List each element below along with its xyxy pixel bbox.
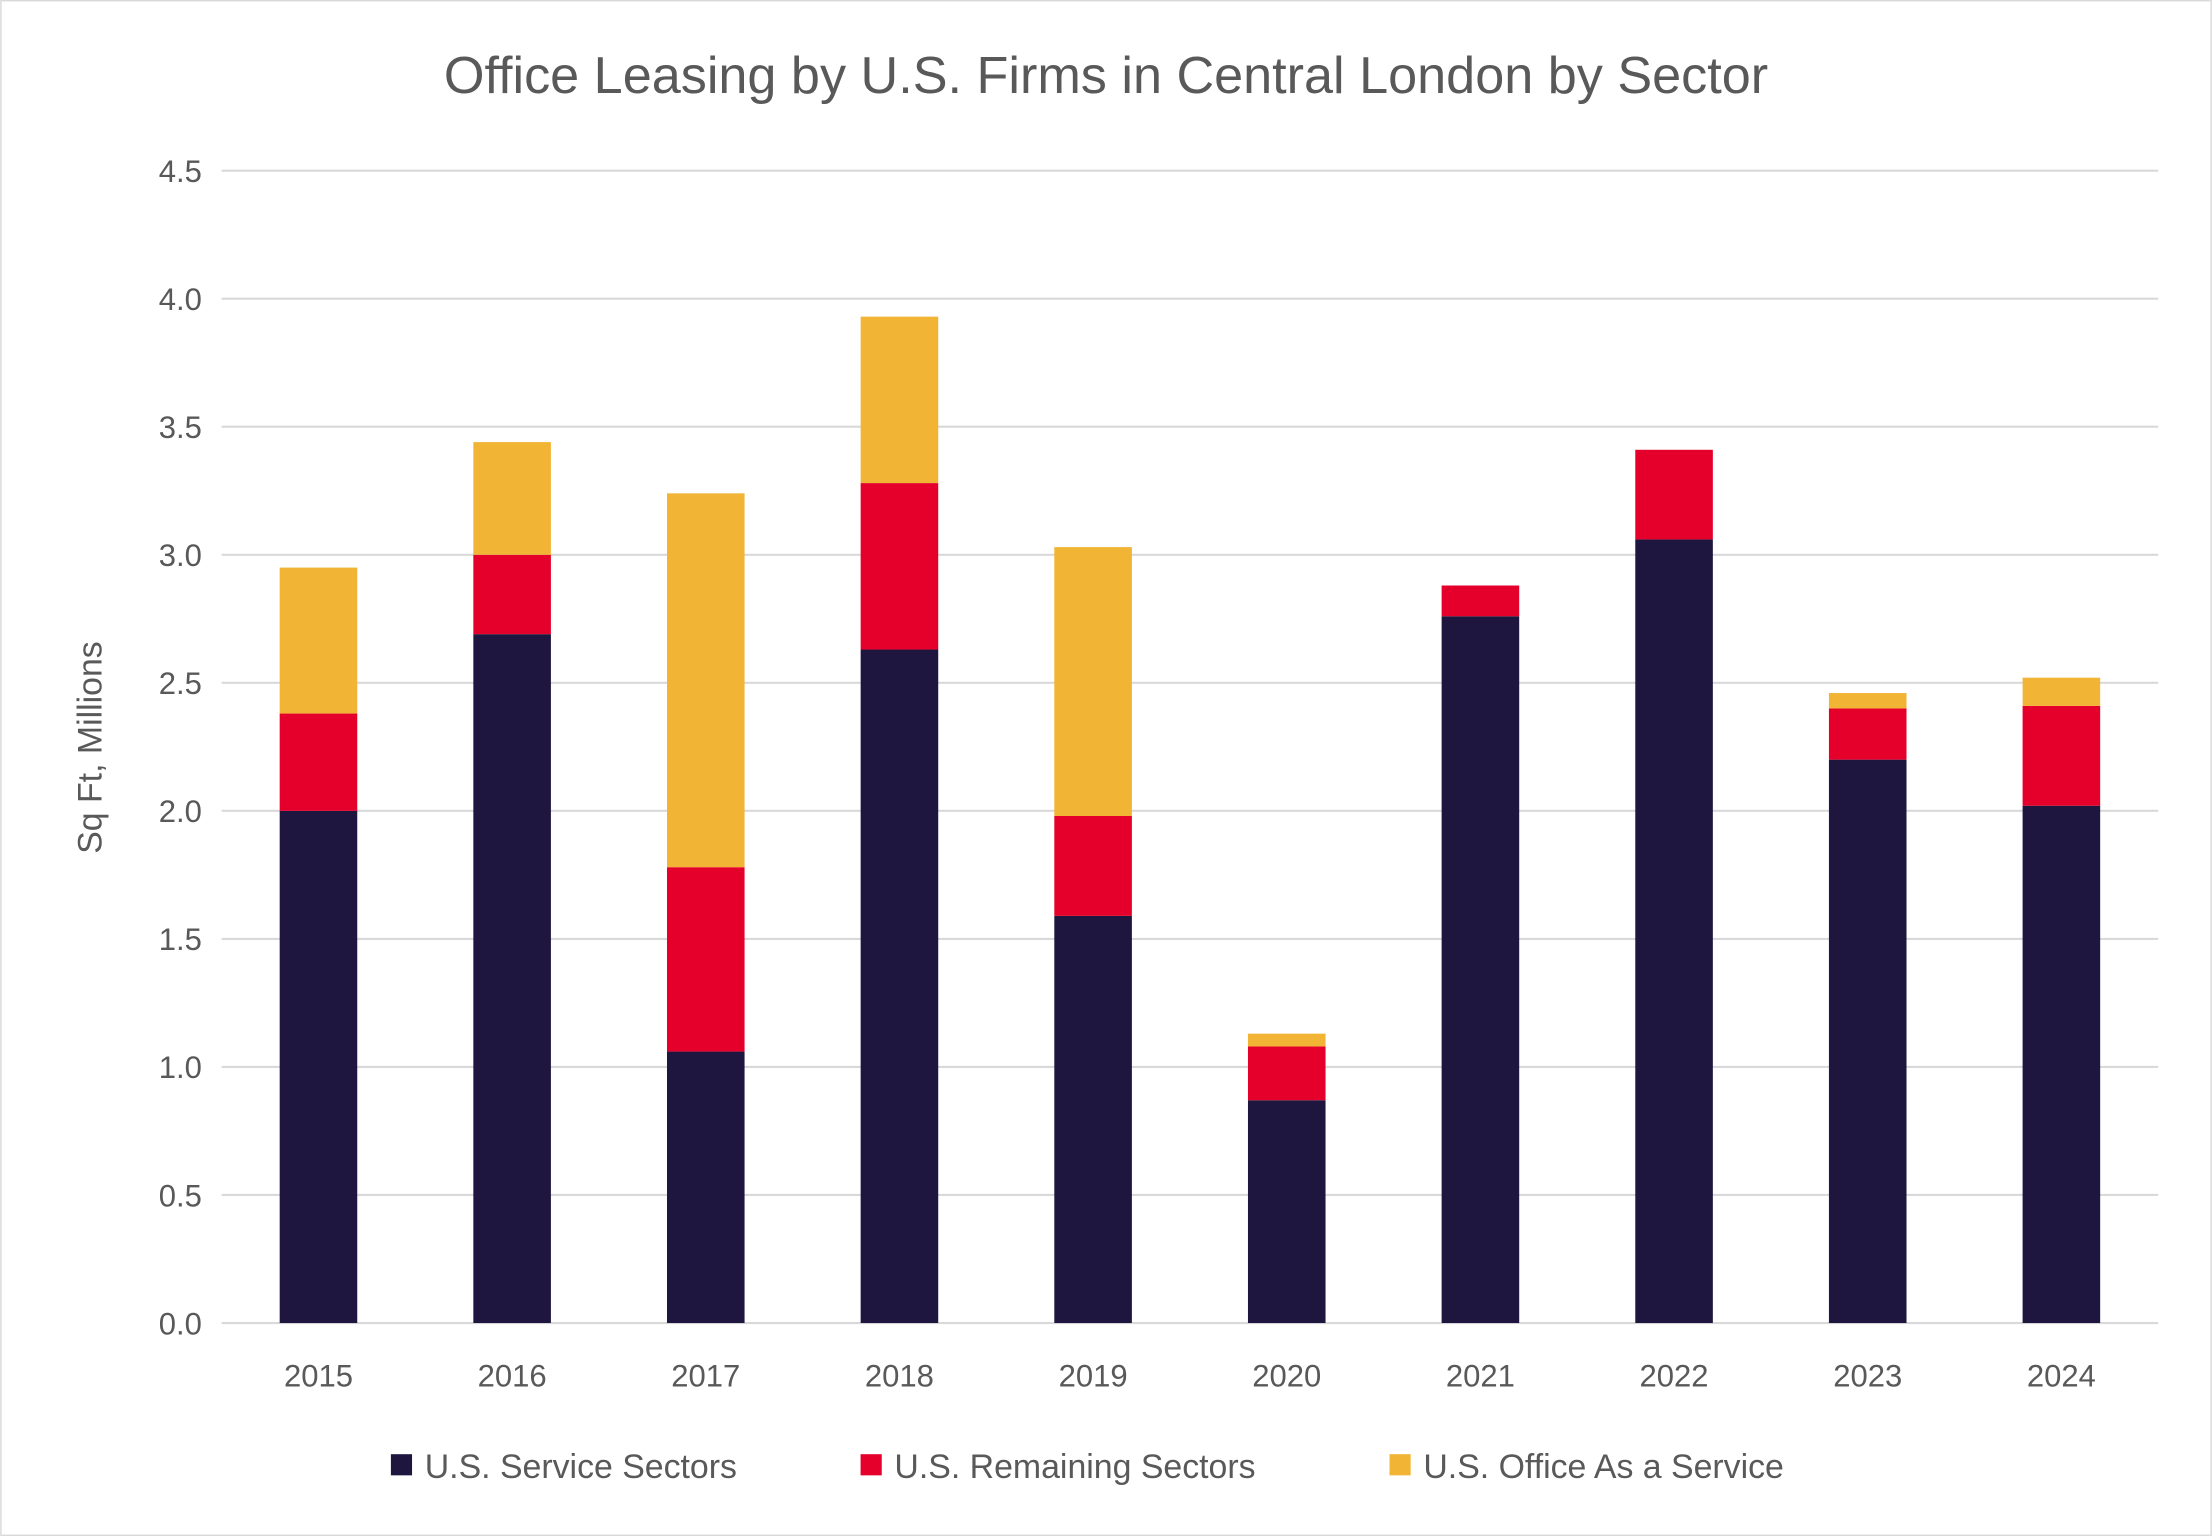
y-tick-label: 3.5 (159, 410, 202, 445)
legend-swatch (390, 1454, 413, 1476)
y-tick-label: 4.0 (159, 282, 202, 317)
legend-label: U.S. Service Sectors (425, 1448, 737, 1486)
bar-segment-2023-series-0 (1828, 759, 1907, 1324)
bar-segment-2016-series-1 (473, 554, 551, 635)
x-tick-label: 2017 (671, 1358, 740, 1393)
y-tick-label: 2.0 (159, 794, 202, 829)
bar-segment-2019-series-2 (1054, 547, 1132, 816)
x-tick-label: 2023 (1833, 1358, 1902, 1393)
bar-segment-2022-series-0 (1635, 539, 1713, 1324)
bar-segment-2015-series-1 (279, 713, 358, 811)
bar-segment-2018-series-0 (860, 649, 939, 1324)
x-tick-label: 2021 (1446, 1358, 1515, 1393)
y-axis-label: Sq Ft, Millions (72, 641, 110, 854)
bar-segment-2019-series-0 (1054, 915, 1132, 1324)
bar-segment-2017-series-1 (666, 867, 745, 1052)
bar-segment-2018-series-1 (860, 483, 939, 650)
x-tick-label: 2018 (865, 1358, 934, 1393)
bar-segment-2024-series-1 (2022, 705, 2101, 806)
bar-segment-2023-series-2 (1828, 693, 1907, 709)
bar-segment-2020-series-0 (1247, 1100, 1326, 1324)
x-tick-label: 2022 (1640, 1358, 1709, 1393)
x-tick-label: 2019 (1059, 1358, 1128, 1393)
x-tick-label: 2020 (1252, 1358, 1321, 1393)
bar-segment-2018-series-2 (860, 316, 939, 484)
bar-segment-2024-series-0 (2022, 805, 2101, 1324)
x-tick-label: 2015 (284, 1358, 353, 1393)
chart-title: Office Leasing by U.S. Firms in Central … (444, 47, 1768, 105)
bar-segment-2017-series-2 (666, 493, 745, 868)
legend-label: U.S. Remaining Sectors (894, 1448, 1255, 1486)
y-tick-label: 2.5 (159, 666, 202, 701)
bar-segment-2020-series-2 (1247, 1033, 1326, 1047)
bar-segment-2016-series-2 (473, 442, 551, 555)
y-tick-label: 0.0 (159, 1306, 202, 1341)
bar-segment-2023-series-1 (1828, 708, 1907, 760)
bar-segment-2015-series-2 (279, 567, 358, 714)
bar-segment-2024-series-2 (2022, 677, 2101, 706)
x-tick-label: 2024 (2027, 1358, 2096, 1393)
legend-label: U.S. Office As a Service (1423, 1448, 1784, 1486)
bar-segment-2022-series-1 (1635, 449, 1713, 540)
bar-segment-2020-series-1 (1247, 1046, 1326, 1101)
bar-segment-2021-series-0 (1441, 616, 1520, 1324)
legend-swatch (1389, 1454, 1411, 1476)
x-tick-label: 2016 (478, 1358, 547, 1393)
legend-swatch (860, 1454, 882, 1476)
bar-segment-2017-series-0 (666, 1051, 745, 1324)
y-tick-label: 4.5 (159, 154, 202, 189)
bar-segment-2021-series-1 (1441, 585, 1520, 617)
bar-segment-2016-series-0 (473, 634, 551, 1324)
bar-segment-2019-series-1 (1054, 815, 1132, 916)
y-tick-label: 0.5 (159, 1178, 202, 1213)
y-tick-label: 1.5 (159, 922, 202, 957)
y-tick-label: 3.0 (159, 538, 202, 573)
y-tick-label: 1.0 (159, 1050, 202, 1085)
bar-segment-2015-series-0 (279, 810, 358, 1324)
